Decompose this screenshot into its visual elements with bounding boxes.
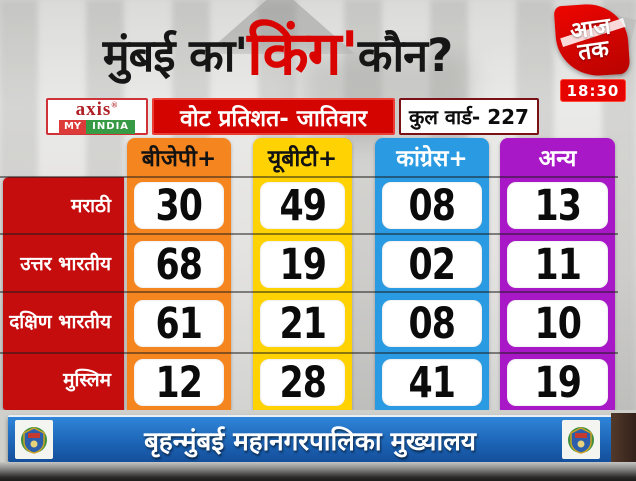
cell-marathi-congress: 08 (375, 176, 489, 235)
total-wards-badge: कुल वार्ड- 227 (399, 98, 539, 135)
headline-pre: मुंबई का (102, 28, 236, 82)
photo-base-shadow (0, 462, 636, 481)
axis-my-india-logo: axis® MY INDIA (46, 98, 148, 135)
channel-logo: आज तक 18:30 (550, 1, 636, 102)
cell-north-bjp: 68 (127, 235, 231, 294)
cell-marathi-bjp: 30 (127, 176, 231, 235)
agency-sub-my: MY (58, 119, 87, 134)
signboard-text: बृहन्मुंबई महानगरपालिका मुख्यालय (144, 426, 476, 457)
headline-post: कौन? (357, 28, 453, 82)
cell-north-others: 11 (500, 235, 615, 294)
crest-graphic (568, 426, 594, 454)
column-others: अन्य 13 11 10 19 (500, 138, 615, 412)
logo-line2: तक (576, 35, 611, 66)
row-divider (0, 352, 618, 354)
cell-south-others: 10 (500, 294, 615, 353)
column-ubt: यूबीटी+ 49 19 21 28 (253, 138, 352, 412)
row-divider (0, 176, 618, 178)
column-header-others: अन्य (538, 146, 577, 172)
cell-marathi-others: 13 (500, 176, 615, 235)
bmc-emblem-icon (562, 420, 600, 459)
column-header-bjp: बीजेपी+ (141, 146, 217, 172)
column-congress: कांग्रेस+ 08 02 08 41 (375, 138, 489, 412)
row-label-marathi: मराठी (70, 194, 111, 217)
agency-sub-india: INDIA (86, 119, 136, 134)
row-label-south-indian: दक्षिण भारतीय (9, 311, 111, 334)
headline: मुंबई का ' किंग ' कौन? (0, 14, 555, 94)
agency-name: axis® (75, 98, 119, 120)
cell-muslim-congress: 41 (375, 353, 489, 412)
headline-highlight: किंग (247, 19, 341, 89)
agency-subtitle: MY INDIA (58, 119, 136, 134)
clock-badge: 18:30 (560, 79, 626, 102)
headline-close-quote: ' (340, 19, 359, 89)
headline-open-quote: ' (234, 27, 248, 81)
row-label-muslim: मुस्लिम (63, 369, 111, 392)
cell-muslim-ubt: 28 (253, 353, 352, 412)
row-divider (0, 291, 618, 293)
cell-south-congress: 08 (375, 294, 489, 353)
column-header-congress: कांग्रेस+ (396, 146, 468, 172)
cell-south-bjp: 61 (127, 294, 231, 353)
column-bjp: बीजेपी+ 30 68 61 12 (127, 138, 231, 412)
row-divider (0, 233, 618, 235)
cell-muslim-bjp: 12 (127, 353, 231, 412)
registered-mark-icon: ® (111, 100, 119, 110)
column-header-ubt: यूबीटी+ (267, 146, 338, 172)
bmc-signboard: बृहन्मुंबई महानगरपालिका मुख्यालय (8, 415, 612, 462)
topic-banner: वोट प्रतिशत- जातिवार (152, 98, 395, 135)
cell-marathi-ubt: 49 (253, 176, 352, 235)
crest-graphic (21, 426, 47, 454)
cell-north-congress: 02 (375, 235, 489, 294)
logo-text: आज तक (552, 3, 632, 78)
cell-south-ubt: 21 (253, 294, 352, 353)
cell-muslim-others: 19 (500, 353, 615, 412)
bmc-emblem-icon (15, 420, 53, 459)
photo-pillar (611, 413, 636, 463)
row-label-north-indian: उत्तर भारतीय (20, 252, 111, 275)
cell-north-ubt: 19 (253, 235, 352, 294)
row-labels-column: मराठी उत्तर भारतीय दक्षिण भारतीय मुस्लिम (3, 177, 124, 410)
